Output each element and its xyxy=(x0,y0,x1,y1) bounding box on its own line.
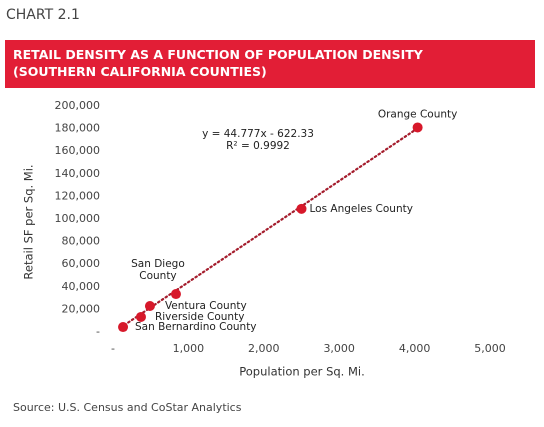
x-tick-label: 3,000 xyxy=(323,342,355,355)
data-point xyxy=(412,122,423,133)
title-banner xyxy=(5,40,535,88)
point-label: San Diego County xyxy=(131,258,185,282)
y-tick-label: 200,000 xyxy=(55,99,101,112)
y-tick-label: 100,000 xyxy=(55,212,101,225)
y-tick-label: 140,000 xyxy=(55,167,101,180)
y-tick-label: 160,000 xyxy=(55,144,101,157)
x-tick-label: 1,000 xyxy=(173,342,205,355)
x-tick-label: 4,000 xyxy=(399,342,431,355)
y-tick-label: 60,000 xyxy=(62,257,101,270)
chart-title: RETAIL DENSITY AS A FUNCTION OF POPULATI… xyxy=(13,47,424,79)
y-tick-label: 20,000 xyxy=(62,302,101,315)
point-label: San Bernardino County xyxy=(135,321,257,333)
trendline xyxy=(119,127,419,329)
trendline-r2: R² = 0.9992 xyxy=(226,140,290,152)
point-label: Orange County xyxy=(378,108,458,120)
y-tick-label: 120,000 xyxy=(55,189,101,202)
data-point xyxy=(144,301,155,312)
y-axis-label: Retail SF per Sq. Mi. xyxy=(22,164,36,279)
data-point xyxy=(170,289,181,300)
data-point xyxy=(296,203,307,214)
point-label: Riverside County xyxy=(155,311,244,323)
chart-label: CHART 2.1 xyxy=(6,7,80,23)
y-tick-label: 40,000 xyxy=(62,280,101,293)
trendline-equation: y = 44.777x - 622.33 xyxy=(202,128,314,140)
y-tick-label: - xyxy=(96,325,100,338)
data-point xyxy=(118,322,129,333)
x-axis-label: Population per Sq. Mi. xyxy=(239,365,365,379)
x-tick-label: 2,000 xyxy=(248,342,280,355)
point-label: Ventura County xyxy=(165,300,247,312)
point-label: Los Angeles County xyxy=(310,203,413,215)
source-note: Source: U.S. Census and CoStar Analytics xyxy=(13,401,242,414)
x-tick-label: - xyxy=(111,342,115,355)
x-tick-label: 5,000 xyxy=(474,342,506,355)
y-tick-label: 80,000 xyxy=(62,235,101,248)
y-tick-label: 180,000 xyxy=(55,122,101,135)
data-point xyxy=(135,311,146,322)
